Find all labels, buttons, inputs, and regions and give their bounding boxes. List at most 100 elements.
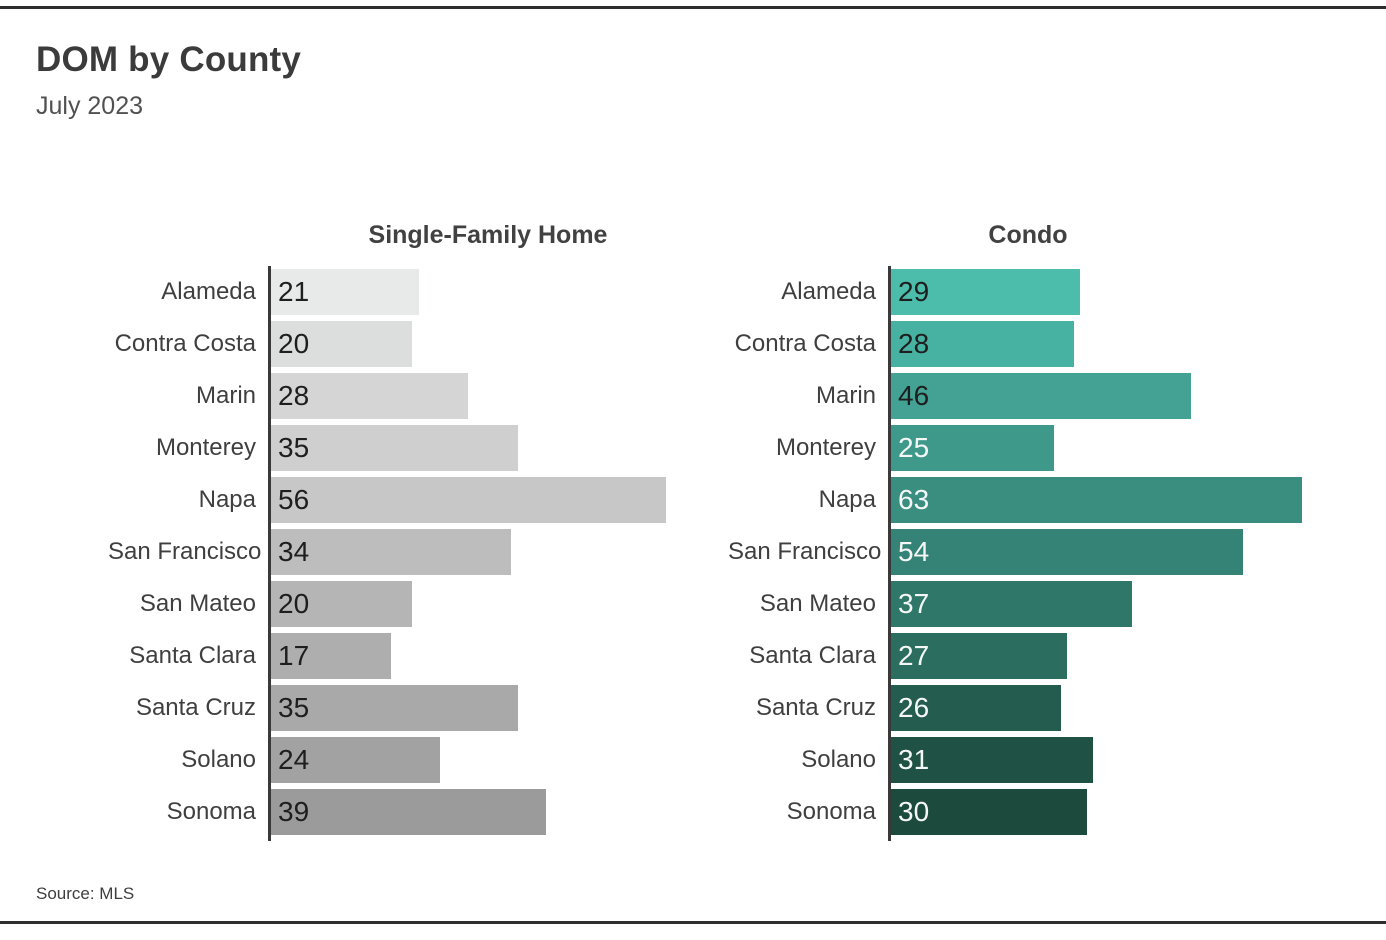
chart-body: Alameda Contra Costa Marin Monterey Napa San … — [728, 266, 1328, 841]
bar-row: 28 — [271, 373, 708, 419]
bar: 24 — [271, 737, 441, 783]
bar-row: 29 — [891, 269, 1328, 315]
bar-value-label: 20 — [278, 328, 310, 359]
bar-row: 34 — [271, 529, 708, 575]
category-label: Marin — [815, 382, 876, 409]
category-axis-labels: Alameda Contra Costa Marin Monterey Napa San … — [728, 266, 888, 841]
category-label: Monterey — [775, 434, 876, 461]
bar-row: 39 — [271, 789, 708, 835]
category-label: Napa — [198, 486, 256, 513]
bar: 46 — [891, 373, 1192, 419]
bar-value-label: 21 — [278, 276, 310, 307]
bar: 34 — [271, 529, 511, 575]
bar: 35 — [271, 685, 518, 731]
bar-area: 21 20 28 35 56 34 20 17 35 24 39 — [268, 266, 708, 841]
bar-value-label: 25 — [898, 432, 930, 463]
category-axis-labels: Alameda Contra Costa Marin Monterey Napa San … — [108, 266, 268, 841]
bar: 39 — [271, 789, 546, 835]
category-label: San Mateo — [759, 590, 876, 617]
bar-row: 46 — [891, 373, 1328, 419]
bar: 20 — [271, 581, 412, 627]
bar-value-label: 46 — [898, 380, 930, 411]
bar-row: 54 — [891, 529, 1328, 575]
bar: 30 — [891, 789, 1087, 835]
bar-value-label: 39 — [278, 796, 310, 827]
bar-value-label: 28 — [898, 328, 930, 359]
bar-row: 21 — [271, 269, 708, 315]
category-label: Contra Costa — [734, 330, 876, 357]
category-label: Sonoma — [786, 798, 876, 825]
bar-row: 31 — [891, 737, 1328, 783]
bar: 54 — [891, 529, 1244, 575]
bar-row: 25 — [891, 425, 1328, 471]
category-label: San Francisco — [108, 538, 262, 565]
chart-title: Condo — [988, 221, 1068, 249]
bar-row: 17 — [271, 633, 708, 679]
category-label: San Mateo — [139, 590, 256, 617]
bar-row: 24 — [271, 737, 708, 783]
bar: 28 — [891, 321, 1074, 367]
bar: 25 — [891, 425, 1055, 471]
category-label: San Francisco — [728, 538, 882, 565]
charts-row: Single-Family Home Alameda Contra Costa Ma… — [108, 220, 1328, 841]
bar: 27 — [891, 633, 1068, 679]
top-rule — [0, 6, 1386, 9]
category-label: Marin — [195, 382, 256, 409]
bar-row: 35 — [271, 685, 708, 731]
category-label: Solano — [181, 746, 256, 773]
page-subtitle: July 2023 — [36, 92, 144, 120]
bar-value-label: 63 — [898, 484, 930, 515]
bar-value-label: 35 — [278, 432, 310, 463]
bar: 35 — [271, 425, 518, 471]
bar-row: 28 — [891, 321, 1328, 367]
bar-chart: Single-Family Home Alameda Contra Costa Ma… — [108, 220, 708, 841]
category-label: Alameda — [161, 278, 256, 305]
bar: 21 — [271, 269, 419, 315]
bar-row: 27 — [891, 633, 1328, 679]
bar-row: 56 — [271, 477, 708, 523]
category-label: Contra Costa — [114, 330, 256, 357]
bar-value-label: 31 — [898, 744, 930, 775]
bar-row: 63 — [891, 477, 1328, 523]
bar-area: 29 28 46 25 63 54 37 27 26 31 30 — [888, 266, 1328, 841]
category-label: Alameda — [781, 278, 876, 305]
bar-value-label: 54 — [898, 536, 930, 567]
category-label: Santa Cruz — [135, 694, 256, 721]
bar-row: 37 — [891, 581, 1328, 627]
bar-value-label: 29 — [898, 276, 930, 307]
bar: 56 — [271, 477, 666, 523]
bar: 37 — [891, 581, 1133, 627]
bar-value-label: 34 — [278, 536, 310, 567]
bar: 26 — [891, 685, 1061, 731]
bar-value-label: 24 — [278, 744, 310, 775]
bar-row: 20 — [271, 321, 708, 367]
bar-chart: Condo Alameda Contra Costa Marin Monterey Na… — [728, 220, 1328, 841]
bar: 63 — [891, 477, 1302, 523]
chart-header: DOM by County July 2023 — [36, 40, 301, 121]
bar-value-label: 37 — [898, 588, 930, 619]
bar-value-label: 28 — [278, 380, 310, 411]
bar: 20 — [271, 321, 412, 367]
category-label: Santa Clara — [749, 642, 876, 669]
chart-body: Alameda Contra Costa Marin Monterey Napa San … — [108, 266, 708, 841]
category-label: Santa Cruz — [755, 694, 876, 721]
bar-value-label: 17 — [278, 640, 310, 671]
category-label: Solano — [801, 746, 876, 773]
bar-row: 35 — [271, 425, 708, 471]
bar: 31 — [891, 737, 1094, 783]
bar: 17 — [271, 633, 391, 679]
chart-title: Single-Family Home — [368, 221, 608, 249]
category-label: Santa Clara — [129, 642, 256, 669]
category-label: Napa — [818, 486, 876, 513]
bar-value-label: 56 — [278, 484, 310, 515]
bar-row: 30 — [891, 789, 1328, 835]
bar-value-label: 30 — [898, 796, 930, 827]
bar: 28 — [271, 373, 469, 419]
bar-row: 20 — [271, 581, 708, 627]
bottom-rule — [0, 921, 1386, 924]
bar-value-label: 27 — [898, 640, 930, 671]
source-note: Source: MLS — [36, 884, 135, 903]
bar-value-label: 35 — [278, 692, 310, 723]
bar: 29 — [891, 269, 1081, 315]
